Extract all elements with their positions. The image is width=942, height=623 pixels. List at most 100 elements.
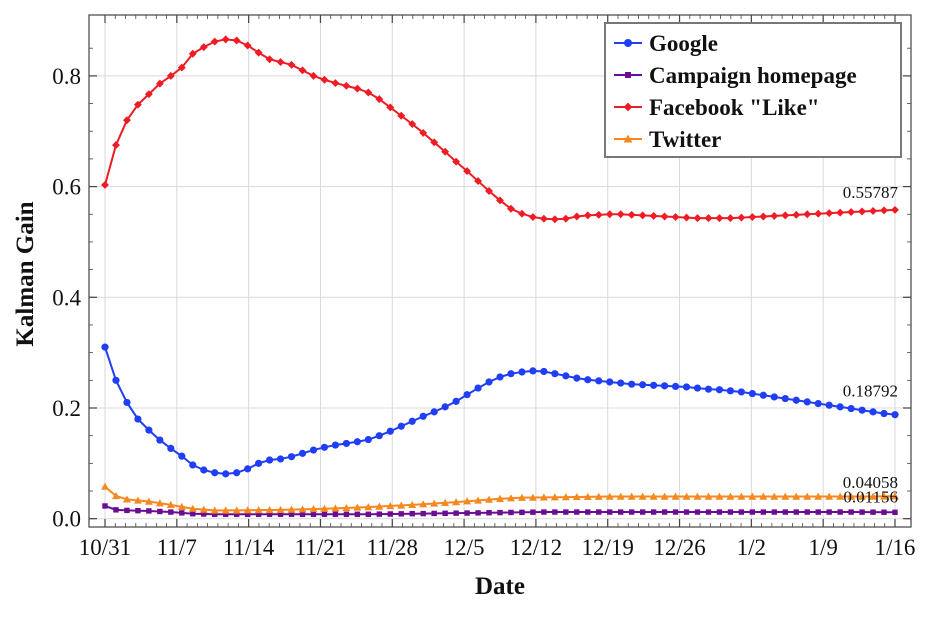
data-point bbox=[869, 206, 878, 215]
data-point bbox=[155, 499, 164, 507]
data-point bbox=[101, 482, 109, 490]
data-point bbox=[156, 436, 164, 444]
data-point bbox=[693, 384, 702, 392]
data-point bbox=[782, 509, 788, 515]
data-point bbox=[232, 36, 241, 45]
data-point bbox=[244, 465, 252, 473]
data-point bbox=[858, 207, 867, 216]
legend-label: Twitter bbox=[649, 127, 721, 152]
data-point bbox=[485, 495, 493, 503]
data-point bbox=[331, 504, 340, 512]
data-point bbox=[375, 95, 384, 104]
data-point bbox=[199, 43, 208, 52]
data-point bbox=[528, 213, 537, 221]
data-point bbox=[353, 84, 362, 93]
data-point bbox=[277, 511, 284, 517]
data-point bbox=[660, 492, 669, 500]
data-point bbox=[353, 438, 361, 446]
data-point bbox=[288, 511, 295, 517]
data-point bbox=[649, 492, 658, 500]
data-point bbox=[628, 509, 635, 515]
data-point bbox=[233, 469, 241, 477]
data-point bbox=[705, 509, 712, 515]
data-point bbox=[881, 509, 887, 515]
data-point bbox=[485, 187, 493, 195]
data-point bbox=[606, 378, 614, 386]
data-point bbox=[550, 493, 559, 501]
data-point bbox=[638, 492, 647, 500]
data-point bbox=[803, 210, 812, 219]
data-point bbox=[112, 376, 120, 384]
series-layer bbox=[101, 35, 899, 517]
data-point bbox=[135, 507, 141, 514]
data-point bbox=[594, 210, 603, 219]
data-point bbox=[419, 500, 428, 508]
series-line bbox=[104, 346, 896, 475]
data-point bbox=[572, 493, 581, 501]
data-point bbox=[375, 502, 384, 510]
data-point bbox=[190, 511, 196, 517]
data-point bbox=[607, 509, 613, 515]
data-point bbox=[134, 415, 142, 423]
data-point bbox=[507, 370, 515, 378]
data-point bbox=[540, 367, 548, 376]
data-point bbox=[287, 60, 296, 69]
data-point bbox=[649, 211, 658, 220]
data-point bbox=[265, 55, 274, 64]
data-point bbox=[891, 205, 899, 214]
data-point bbox=[431, 510, 437, 517]
data-point bbox=[309, 446, 318, 454]
data-point bbox=[321, 511, 328, 517]
data-point bbox=[519, 509, 525, 516]
plot-frame bbox=[88, 14, 912, 528]
data-point bbox=[771, 509, 778, 515]
data-point bbox=[255, 459, 263, 467]
data-point bbox=[594, 492, 603, 500]
series-google bbox=[101, 343, 899, 478]
data-point bbox=[694, 509, 701, 515]
legend-label: Google bbox=[649, 31, 718, 56]
data-point bbox=[243, 41, 252, 50]
data-point bbox=[200, 466, 208, 474]
y-tick-label: 0.8 bbox=[52, 64, 81, 89]
end-value-label: 0.18792 bbox=[843, 382, 898, 401]
data-point bbox=[210, 37, 219, 46]
data-point bbox=[891, 411, 899, 419]
data-point bbox=[585, 509, 591, 515]
data-point bbox=[792, 492, 801, 500]
data-point bbox=[770, 211, 779, 220]
data-point bbox=[814, 399, 822, 408]
data-point bbox=[737, 388, 745, 396]
x-tick-label: 1/16 bbox=[875, 535, 916, 560]
data-point bbox=[793, 509, 799, 515]
data-point bbox=[233, 511, 240, 517]
data-point bbox=[551, 370, 559, 378]
data-point bbox=[541, 509, 547, 515]
data-point bbox=[298, 505, 307, 513]
data-point bbox=[704, 492, 713, 500]
data-point bbox=[102, 503, 108, 509]
data-point bbox=[518, 368, 526, 376]
data-point bbox=[837, 509, 843, 515]
data-point bbox=[133, 496, 142, 504]
data-point bbox=[188, 504, 197, 512]
data-point bbox=[738, 509, 745, 515]
data-point bbox=[869, 408, 877, 416]
data-point bbox=[178, 452, 186, 460]
data-point bbox=[682, 383, 691, 391]
data-point bbox=[222, 470, 230, 478]
data-point bbox=[825, 492, 834, 500]
data-point bbox=[595, 377, 603, 385]
data-point bbox=[112, 141, 120, 150]
data-point bbox=[892, 509, 898, 515]
data-point bbox=[486, 510, 492, 516]
data-point bbox=[287, 453, 296, 461]
legend-marker bbox=[625, 72, 631, 78]
data-point bbox=[201, 511, 207, 517]
data-point bbox=[858, 492, 867, 500]
data-point bbox=[364, 503, 373, 511]
data-point bbox=[496, 196, 504, 205]
series-twitter bbox=[101, 482, 899, 514]
data-point bbox=[276, 455, 285, 463]
data-point bbox=[726, 492, 735, 500]
